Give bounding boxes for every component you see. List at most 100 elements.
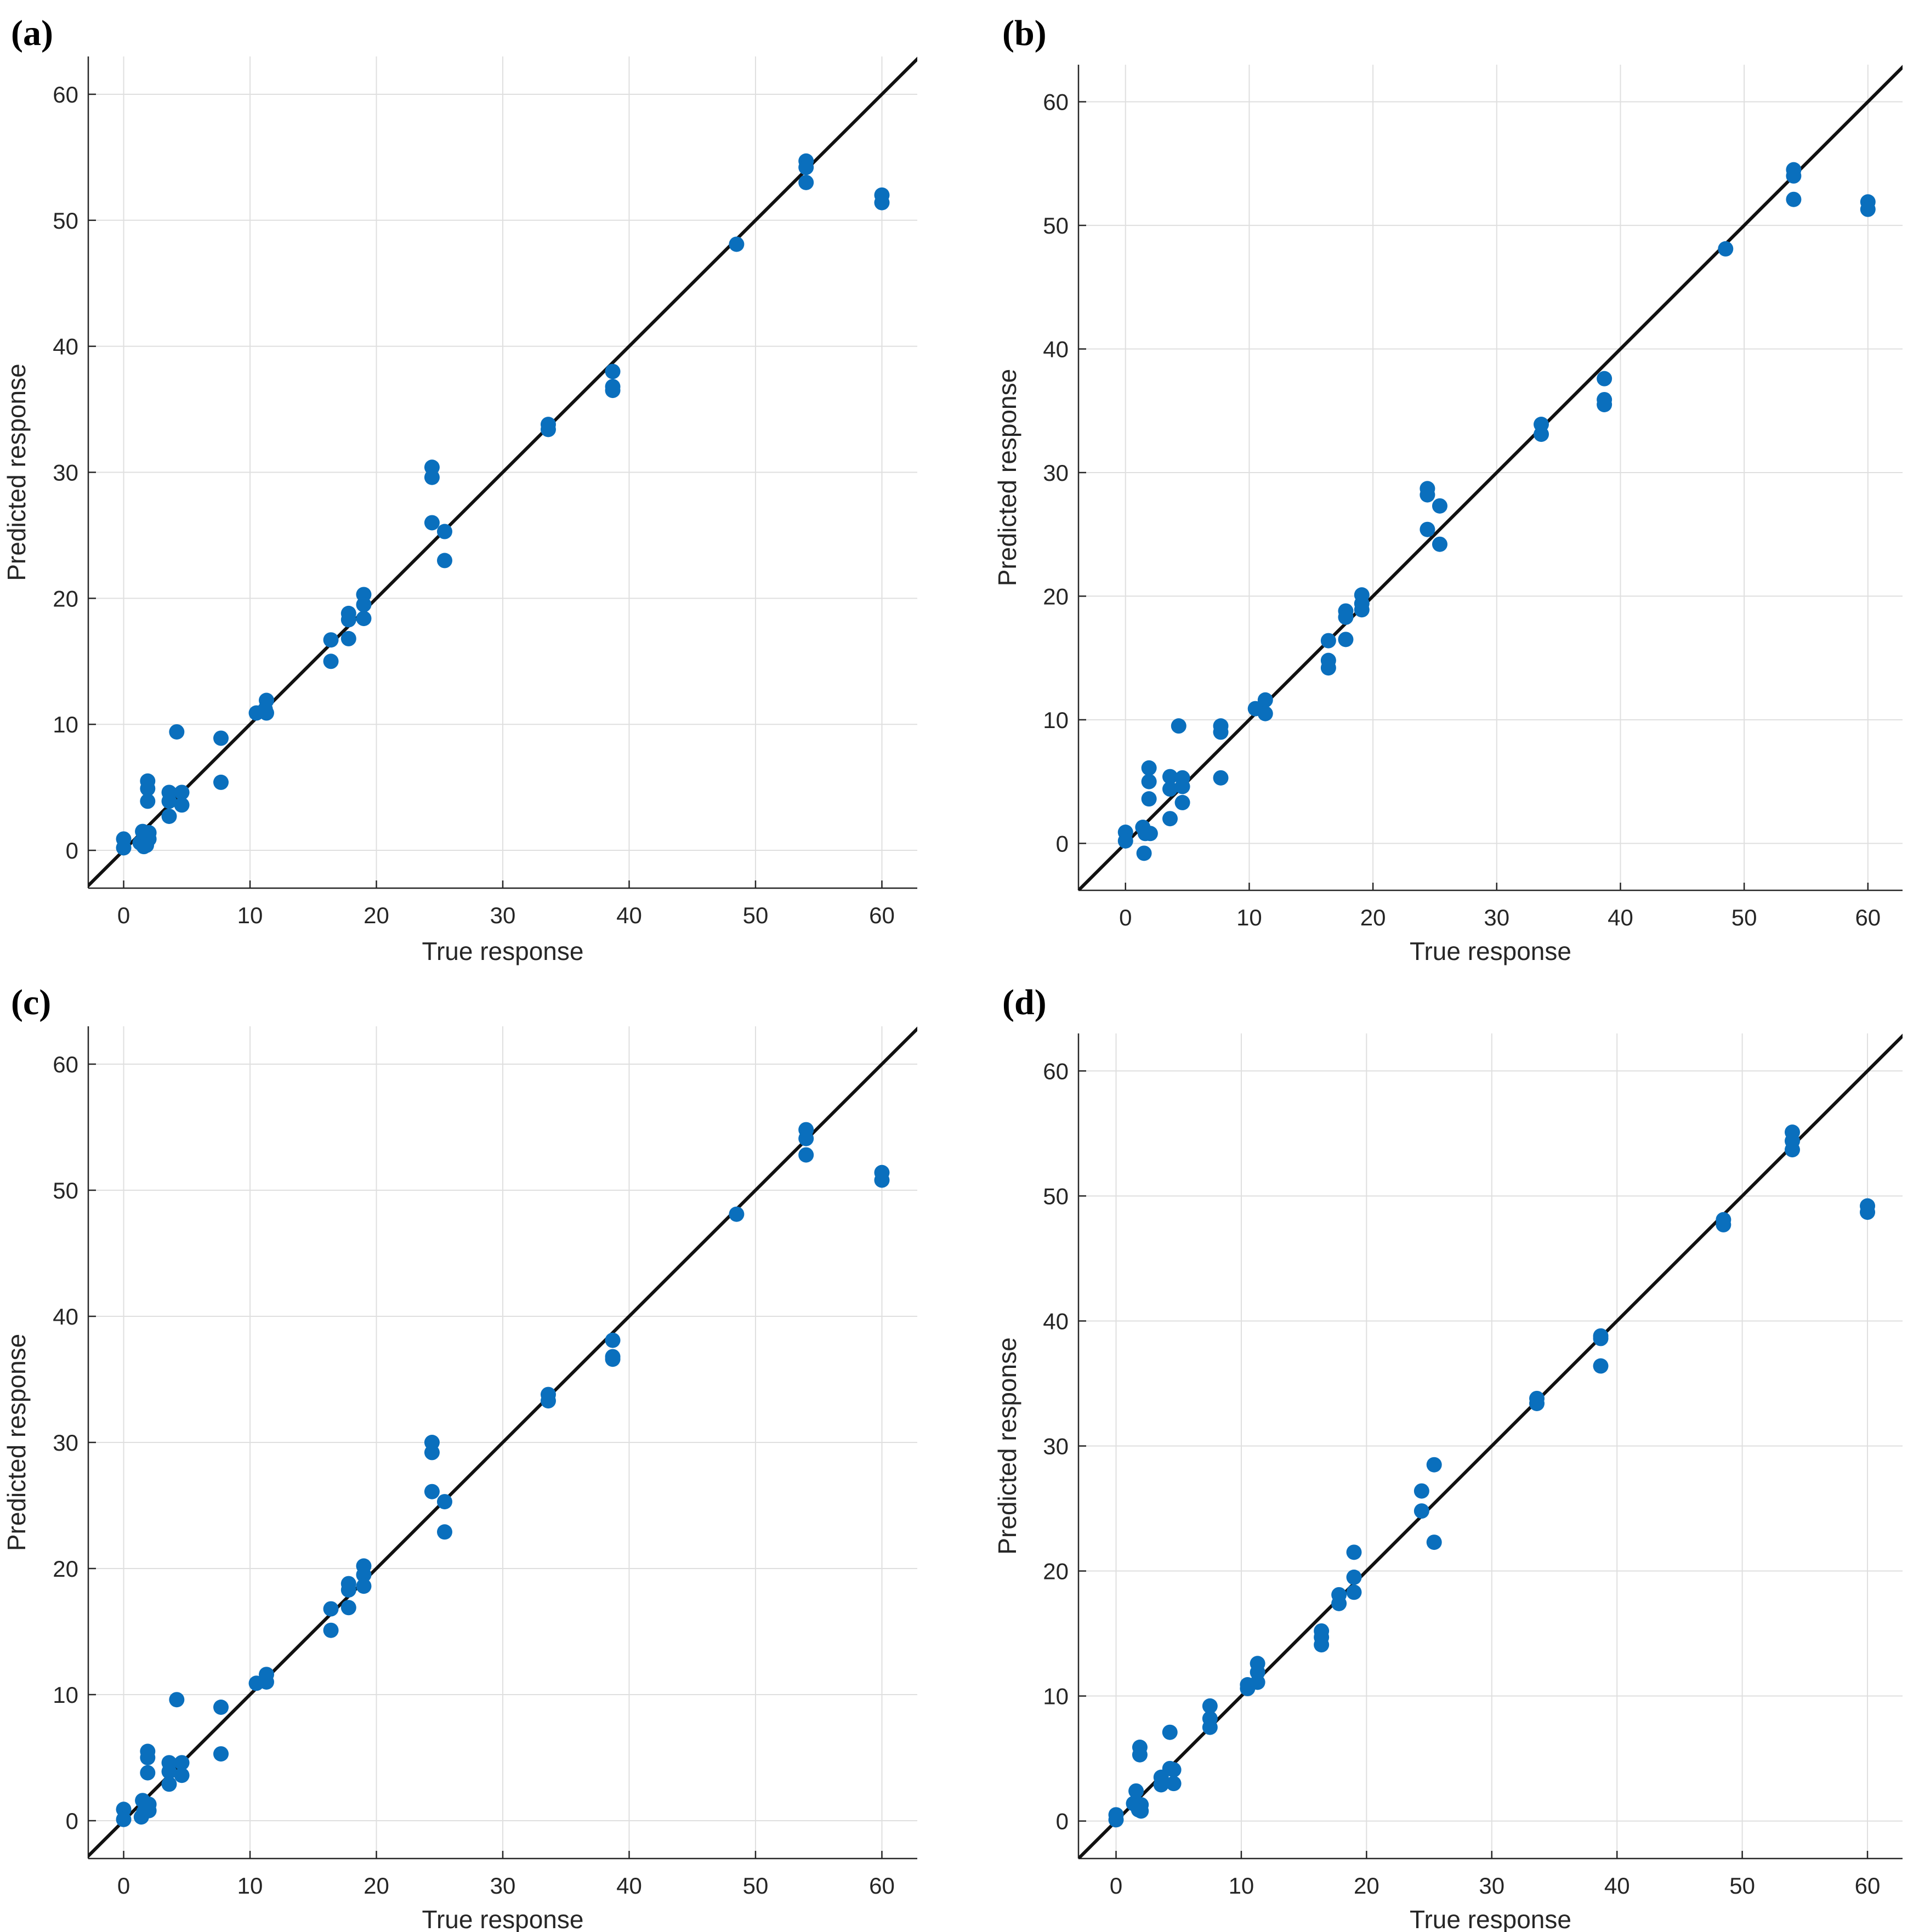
- data-point: [436, 524, 452, 539]
- data-point: [1117, 833, 1133, 849]
- data-point: [140, 1765, 156, 1781]
- x-tick-label: 30: [490, 902, 516, 928]
- x-tick-label: 10: [1229, 1873, 1254, 1899]
- x-tick-label: 40: [1608, 905, 1633, 930]
- data-point: [1346, 1544, 1362, 1560]
- x-tick-label: 0: [117, 1873, 130, 1899]
- data-point: [1432, 498, 1447, 514]
- data-point: [798, 1130, 814, 1146]
- y-tick-label: 40: [1043, 1308, 1069, 1334]
- y-tick-label: 50: [53, 208, 78, 234]
- data-point: [1141, 774, 1157, 789]
- x-tick-label: 30: [1484, 905, 1509, 930]
- y-tick-label: 60: [53, 1052, 78, 1077]
- y-tick-label: 40: [53, 1304, 78, 1329]
- data-point: [1426, 1457, 1442, 1473]
- data-point: [140, 793, 156, 809]
- data-point: [356, 1567, 372, 1583]
- panel-label: (a): [11, 13, 53, 53]
- x-tick-label: 40: [616, 902, 642, 928]
- data-point: [161, 1776, 177, 1792]
- data-point: [605, 1351, 621, 1367]
- scatter-panel-c: 0 10 20 30 40 50 60 0 10 20 30 40 50 60 True response P…: [2, 982, 917, 1932]
- data-point: [1860, 1204, 1876, 1220]
- y-axis-label: Predicted response: [2, 1334, 31, 1551]
- data-point: [340, 630, 356, 646]
- panel-label: (c): [11, 982, 51, 1022]
- x-tick-label: 60: [869, 1873, 895, 1899]
- reference-line-y-equals-x: [88, 1026, 917, 1859]
- data-point: [1141, 791, 1157, 807]
- data-point: [1141, 760, 1157, 776]
- x-tick-label: 20: [364, 902, 389, 928]
- data-point: [874, 195, 890, 211]
- y-tick-label: 0: [66, 1808, 78, 1834]
- data-point: [1202, 1719, 1218, 1735]
- data-point: [1534, 427, 1549, 442]
- y-tick-label: 50: [1043, 213, 1069, 238]
- data-point: [258, 692, 274, 708]
- data-point: [1162, 811, 1178, 827]
- data-point: [174, 785, 190, 800]
- y-tick-label: 30: [1043, 1434, 1069, 1459]
- x-tick-label: 10: [237, 1873, 263, 1899]
- y-tick-label: 40: [53, 334, 78, 360]
- data-point: [116, 840, 132, 856]
- data-point: [1153, 1777, 1169, 1793]
- data-point: [1213, 724, 1229, 740]
- data-point: [1716, 1217, 1731, 1232]
- data-point: [1338, 609, 1354, 625]
- y-tick-label: 50: [53, 1178, 78, 1203]
- data-point: [323, 632, 339, 648]
- data-point: [424, 515, 440, 531]
- data-point: [729, 236, 745, 252]
- data-point: [1142, 826, 1158, 842]
- data-point: [161, 793, 177, 809]
- x-axis-label: True response: [422, 937, 584, 965]
- data-point: [729, 1206, 745, 1222]
- x-tick-label: 50: [1731, 905, 1757, 930]
- x-tick-label: 60: [1855, 905, 1881, 930]
- data-point: [1593, 1331, 1609, 1346]
- y-tick-label: 10: [1043, 1684, 1069, 1709]
- data-point: [161, 808, 177, 824]
- data-point: [1718, 241, 1734, 257]
- data-point: [258, 705, 274, 721]
- data-point: [1413, 1503, 1429, 1519]
- data-point: [605, 363, 621, 379]
- data-point: [1108, 1812, 1124, 1828]
- panel-label: (d): [1002, 982, 1047, 1022]
- data-point: [169, 1692, 185, 1708]
- y-tick-label: 10: [1043, 707, 1069, 733]
- x-tick-label: 50: [743, 902, 769, 928]
- data-point: [798, 1147, 814, 1163]
- y-tick-label: 60: [1043, 89, 1069, 115]
- x-axis-label: True response: [1410, 937, 1571, 965]
- data-point: [1346, 1569, 1362, 1585]
- data-point: [140, 1750, 156, 1765]
- data-point: [1128, 1783, 1144, 1799]
- data-point: [436, 1524, 452, 1540]
- data-point: [1529, 1395, 1545, 1411]
- data-point: [1162, 781, 1178, 797]
- data-point: [340, 1600, 356, 1616]
- x-axis-label: True response: [1410, 1905, 1571, 1932]
- x-tick-label: 60: [1855, 1873, 1881, 1899]
- data-point: [1162, 769, 1178, 785]
- data-point: [1133, 1803, 1149, 1819]
- data-point: [258, 1674, 274, 1690]
- data-point: [340, 612, 356, 628]
- data-point: [213, 1746, 229, 1762]
- data-point: [798, 174, 814, 190]
- data-point: [1413, 1483, 1429, 1499]
- y-tick-label: 20: [53, 1556, 78, 1582]
- scatter-panel-a: 0 10 20 30 40 50 60 0 10 20 30 40 50 60 True response P…: [2, 13, 917, 965]
- y-axis-label: Predicted response: [993, 1337, 1021, 1554]
- x-tick-label: 60: [869, 902, 895, 928]
- x-tick-label: 0: [1119, 905, 1132, 930]
- data-point: [1786, 191, 1802, 207]
- panel-label: (b): [1002, 13, 1047, 53]
- reference-line-y-equals-x: [1078, 65, 1903, 890]
- y-tick-label: 60: [53, 82, 78, 107]
